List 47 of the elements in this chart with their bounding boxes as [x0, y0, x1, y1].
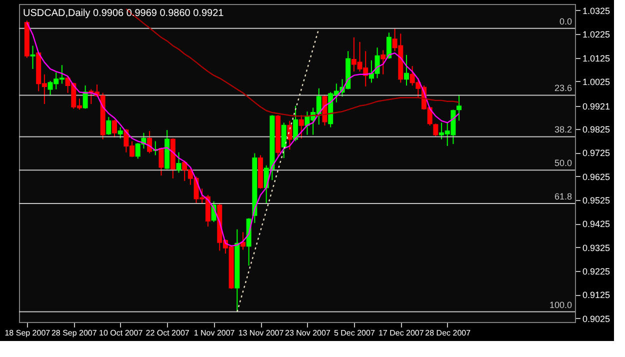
annotation: 50.0: [554, 158, 572, 168]
x-tick-label: 5 Dec 2007: [334, 328, 376, 338]
candlestick: [118, 126, 123, 139]
y-tick-label: 0.9825: [582, 124, 610, 134]
annotation: 100.0: [549, 300, 572, 310]
candlestick: [176, 152, 182, 174]
x-tick-label: 18 Sep 2007: [4, 328, 51, 338]
x-tick-label: 28 Dec 2007: [425, 328, 472, 338]
y-tick-label: 0.9425: [582, 219, 610, 230]
annotation: 38.2: [554, 124, 572, 135]
candlestick: [293, 105, 298, 142]
candlestick: [433, 123, 438, 137]
candlestick: [147, 130, 152, 154]
y-tick-label: 1.0025: [582, 76, 610, 87]
candlestick: [158, 147, 164, 176]
y-tick-label: 0.9921: [582, 102, 610, 112]
y-tick-label: 0.9725: [582, 148, 610, 158]
candlestick: [82, 85, 88, 110]
x-tick-label: 28 Sep 2007: [51, 328, 98, 338]
x-tick-label: 22 Oct 2007: [146, 328, 190, 338]
y-tick-label: 1.0325: [582, 6, 610, 16]
candlestick: [298, 114, 304, 139]
y-tick-label: 1.0125: [582, 53, 610, 64]
annotation: 61.8: [554, 192, 572, 202]
x-tick-label: 23 Nov 2007: [285, 328, 331, 338]
candlestick: [281, 122, 286, 159]
y-tick-label: 0.9225: [582, 266, 610, 277]
y-tick-label: 0.9625: [582, 172, 610, 182]
x-tick-label: 10 Oct 2007: [99, 328, 144, 338]
line-series: [26, 22, 460, 247]
annotation: 23.6: [554, 83, 572, 94]
x-tick-label: 13 Nov 2007: [238, 328, 284, 338]
y-tick-label: 0.9025: [582, 314, 610, 324]
candlestick: [456, 94, 462, 122]
y-tick-label: 0.9325: [582, 242, 610, 253]
candlestick: [287, 120, 292, 150]
candlestick: [404, 54, 409, 86]
y-tick-label: 0.9125: [582, 290, 610, 300]
x-tick-label: 17 Dec 2007: [378, 328, 424, 338]
annotation: 0.0: [559, 16, 572, 26]
candlestick: [112, 119, 118, 138]
x-tick-label: 1 Nov 2007: [194, 328, 236, 338]
candlestick: [380, 50, 386, 75]
candlestick: [30, 45, 36, 70]
candlestick: [106, 116, 112, 136]
y-tick-label: 0.9525: [582, 195, 610, 206]
y-tick-label: 1.0225: [582, 30, 610, 40]
